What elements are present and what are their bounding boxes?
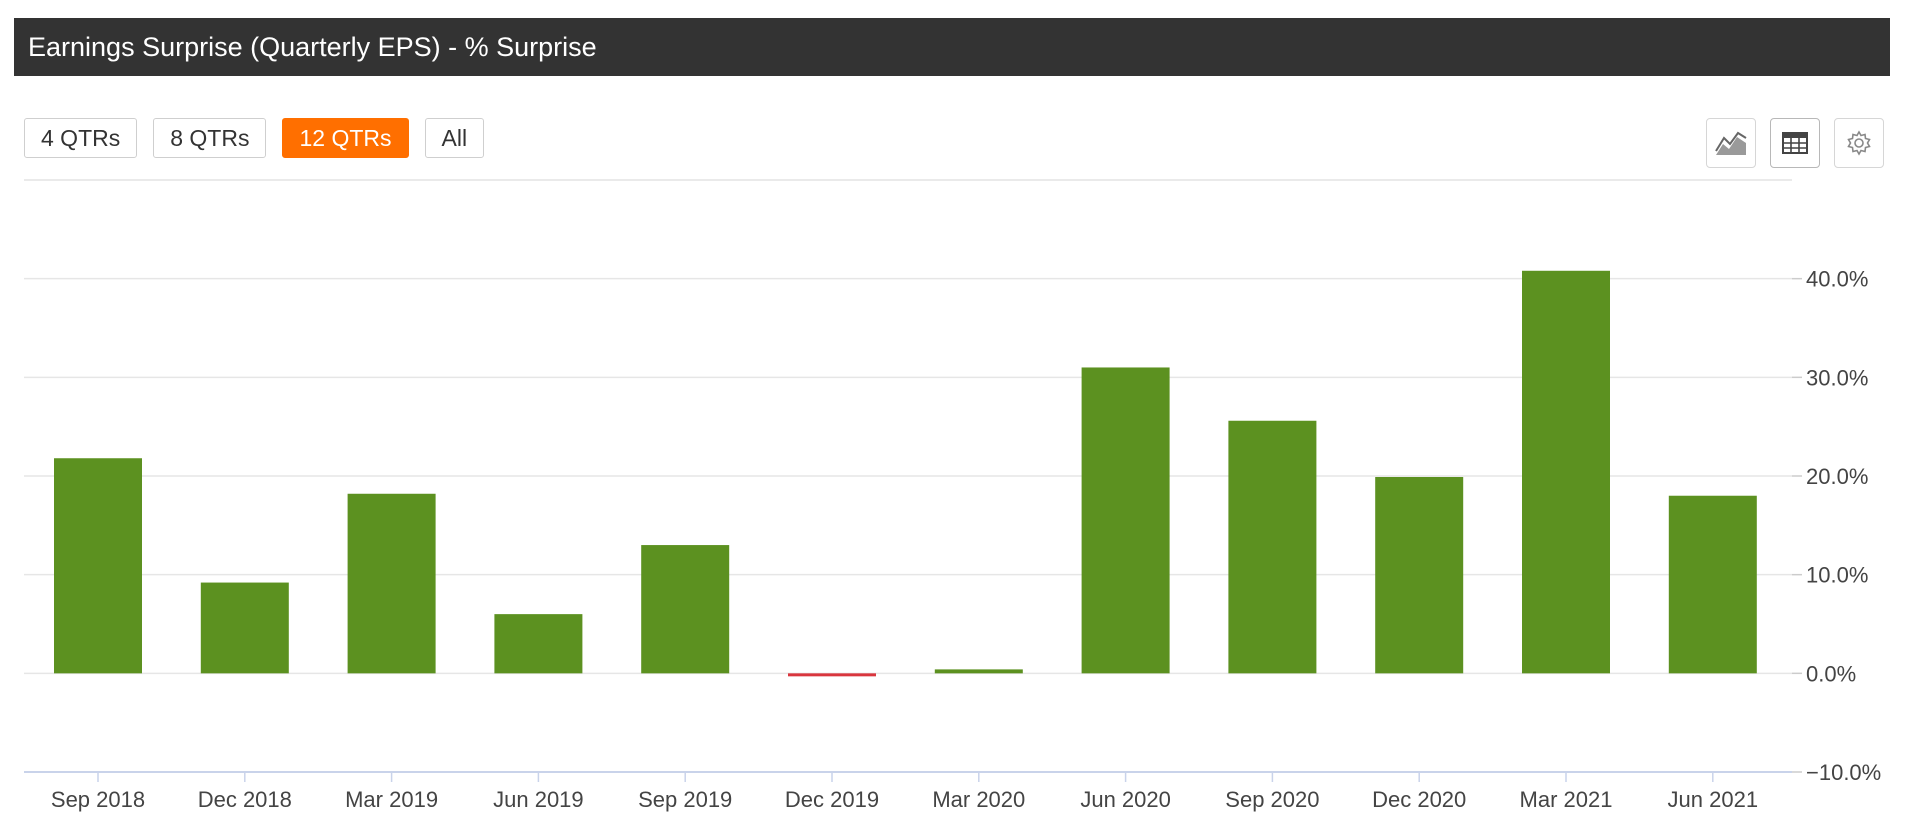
gridlines bbox=[24, 179, 1792, 773]
range-4-qtrs-button[interactable]: 4 QTRs bbox=[24, 118, 138, 158]
bar-sep-2019[interactable] bbox=[641, 545, 730, 674]
table-icon bbox=[1782, 132, 1808, 154]
chart-title-bar: Earnings Surprise (Quarterly EPS) - % Su… bbox=[14, 18, 1890, 76]
x-tick-label: Jun 2019 bbox=[493, 787, 584, 812]
x-tick-label: Sep 2020 bbox=[1225, 787, 1319, 812]
x-tick-label: Dec 2018 bbox=[198, 787, 292, 812]
range-12-qtrs-button[interactable]: 12 QTRs bbox=[282, 118, 409, 158]
bar-mar-2020[interactable] bbox=[934, 669, 1023, 674]
y-tick-label: 0.0% bbox=[1806, 661, 1856, 686]
bar-dec-2019[interactable] bbox=[788, 673, 876, 677]
chart-toolbar bbox=[1706, 118, 1884, 168]
x-tick-label: Mar 2021 bbox=[1520, 787, 1613, 812]
x-tick-label: Jun 2021 bbox=[1668, 787, 1759, 812]
bar-dec-2020[interactable] bbox=[1375, 476, 1464, 674]
y-tick-label: 10.0% bbox=[1806, 563, 1868, 588]
settings-button[interactable] bbox=[1834, 118, 1884, 168]
range-8-qtrs-button[interactable]: 8 QTRs bbox=[153, 118, 267, 158]
bar-dec-2018[interactable] bbox=[200, 582, 289, 674]
y-axis: 40.0% 30.0% 20.0% 10.0% 0.0% −10.0% bbox=[1792, 267, 1881, 785]
y-tick-label: −10.0% bbox=[1806, 760, 1881, 785]
bar-sep-2018[interactable] bbox=[54, 458, 142, 674]
x-tick-label: Sep 2018 bbox=[51, 787, 145, 812]
y-tick-label: 40.0% bbox=[1806, 267, 1868, 292]
x-tick-label: Jun 2020 bbox=[1080, 787, 1171, 812]
area-chart-icon bbox=[1715, 131, 1747, 155]
bar-mar-2019[interactable] bbox=[347, 493, 436, 674]
bar-sep-2020[interactable] bbox=[1228, 420, 1317, 674]
table-view-button[interactable] bbox=[1770, 118, 1820, 168]
bar-mar-2021[interactable] bbox=[1522, 270, 1610, 674]
page-title: Earnings Surprise (Quarterly EPS) - % Su… bbox=[28, 31, 597, 62]
bar-jun-2021[interactable] bbox=[1668, 495, 1757, 674]
x-axis: Sep 2018 Dec 2018 Mar 2019 Jun 2019 Sep 2019… bbox=[51, 772, 1758, 812]
bar-jun-2020[interactable] bbox=[1081, 367, 1170, 674]
range-all-button[interactable]: All bbox=[424, 118, 485, 158]
area-chart-button[interactable] bbox=[1706, 118, 1756, 168]
x-tick-label: Sep 2019 bbox=[638, 787, 732, 812]
x-tick-label: Mar 2019 bbox=[345, 787, 438, 812]
x-tick-label: Mar 2020 bbox=[932, 787, 1025, 812]
bars bbox=[54, 270, 1757, 677]
bar-jun-2019[interactable] bbox=[494, 614, 583, 674]
y-tick-label: 30.0% bbox=[1806, 365, 1868, 390]
x-tick-label: Dec 2019 bbox=[785, 787, 879, 812]
gear-icon bbox=[1847, 130, 1871, 156]
x-tick-label: Dec 2020 bbox=[1372, 787, 1466, 812]
range-selector: 4 QTRs 8 QTRs 12 QTRs All bbox=[24, 118, 485, 158]
y-tick-label: 20.0% bbox=[1806, 464, 1868, 489]
